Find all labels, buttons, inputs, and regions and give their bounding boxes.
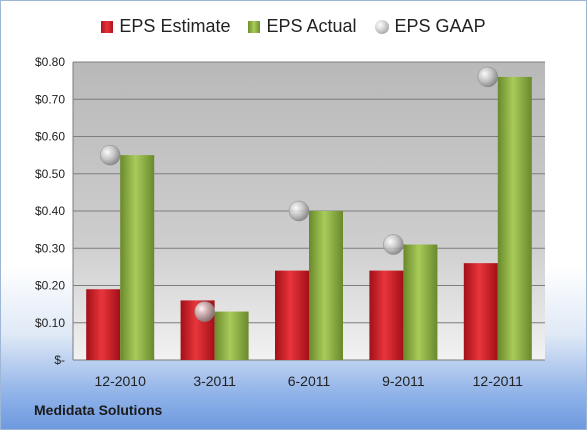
gaap-marker	[99, 144, 121, 166]
x-tick-label: 9-2011	[382, 373, 425, 389]
gaap-marker	[383, 234, 404, 255]
legend-item-actual: EPS Actual	[248, 16, 357, 37]
estimate-bar	[275, 270, 309, 360]
x-tick-label: 12-2011	[473, 373, 524, 389]
legend-swatch-actual	[248, 20, 261, 33]
bars	[86, 76, 532, 361]
actual-bar	[403, 244, 438, 360]
y-tick-label: $0.50	[35, 167, 65, 181]
y-tick-label: $0.10	[35, 316, 65, 330]
actual-bar	[309, 211, 343, 360]
y-tick-label: $0.70	[35, 92, 65, 106]
x-tick-label: 12-2010	[95, 373, 147, 389]
legend-swatch-gaap	[374, 19, 389, 34]
estimate-bar	[463, 263, 498, 360]
x-axis: 12-2010 3-2011 6-2011 9-2011 12-2011	[95, 373, 524, 389]
x-tick-label: 6-2011	[288, 373, 331, 389]
actual-bar	[120, 155, 155, 360]
legend-label-actual: EPS Actual	[266, 16, 357, 36]
legend-label-gaap: EPS GAAP	[394, 16, 486, 36]
legend-item-estimate: EPS Estimate	[101, 16, 230, 37]
estimate-bar	[86, 289, 121, 360]
legend-label-estimate: EPS Estimate	[119, 16, 231, 36]
legend-swatch-estimate	[101, 20, 114, 33]
y-tick-label: $0.40	[35, 204, 65, 218]
gaap-marker	[288, 200, 310, 222]
legend-item-gaap: EPS GAAP	[374, 16, 486, 37]
gaap-marker	[194, 301, 215, 322]
gaap-markers	[99, 66, 499, 322]
x-tick-label: 3-2011	[193, 373, 236, 389]
y-axis: $0.80 $0.70 $0.60 $0.50 $0.40 $0.30 $0.20 $0.10…	[35, 55, 65, 367]
gaap-marker	[477, 66, 499, 88]
y-tick-label: $0.30	[35, 241, 65, 255]
actual-bar	[497, 76, 532, 361]
y-tick-label: $-	[54, 353, 65, 367]
estimate-bar	[369, 270, 404, 360]
y-tick-label: $0.80	[35, 55, 65, 69]
company-name: Medidata Solutions	[34, 402, 163, 418]
y-tick-label: $0.60	[35, 130, 65, 144]
y-tick-label: $0.20	[35, 279, 65, 293]
actual-bar	[214, 311, 249, 360]
legend: EPS Estimate EPS Actual EPS GAAP	[0, 16, 587, 37]
